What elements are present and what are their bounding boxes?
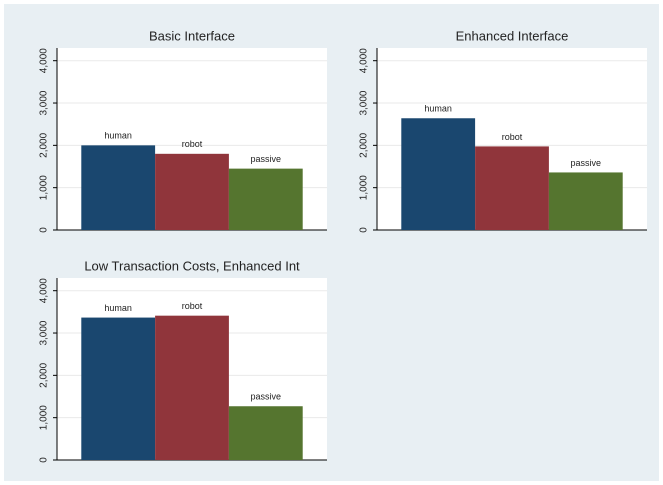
y-tick-label: 3,000 xyxy=(359,90,370,115)
bar-label: human xyxy=(104,131,132,141)
bar-label: passive xyxy=(251,154,282,164)
y-tick-label: 2,000 xyxy=(39,132,50,157)
y-tick-label: 0 xyxy=(39,227,50,233)
bar xyxy=(228,168,303,230)
bar xyxy=(401,118,476,230)
bar xyxy=(228,406,303,460)
y-tick-label: 3,000 xyxy=(39,320,50,345)
bar xyxy=(475,146,549,230)
bar xyxy=(548,172,623,230)
y-tick-label: 0 xyxy=(39,457,50,463)
bar xyxy=(155,153,229,230)
y-tick-label: 1,000 xyxy=(359,175,370,200)
y-tick-label: 3,000 xyxy=(39,90,50,115)
y-tick-label: 2,000 xyxy=(39,362,50,387)
bar-label: robot xyxy=(502,132,523,142)
y-tick-label: 1,000 xyxy=(39,405,50,430)
bar-label: robot xyxy=(182,139,203,149)
bar-label: passive xyxy=(571,158,602,168)
y-tick-label: 0 xyxy=(359,227,370,233)
y-tick-label: 4,000 xyxy=(359,48,370,73)
bar xyxy=(81,317,156,460)
bar xyxy=(81,145,156,230)
bar xyxy=(155,315,229,460)
bar-label: passive xyxy=(251,392,282,402)
bar-label: human xyxy=(104,303,132,313)
y-tick-label: 4,000 xyxy=(39,48,50,73)
panel-title: Enhanced Interface xyxy=(456,28,569,43)
bar-label: human xyxy=(424,104,452,114)
y-tick-label: 2,000 xyxy=(359,132,370,157)
panel-title: Low Transaction Costs, Enhanced Int xyxy=(84,258,300,273)
y-tick-label: 1,000 xyxy=(39,175,50,200)
y-tick-label: 4,000 xyxy=(39,278,50,303)
bar-label: robot xyxy=(182,301,203,311)
panel-title: Basic Interface xyxy=(149,28,235,43)
